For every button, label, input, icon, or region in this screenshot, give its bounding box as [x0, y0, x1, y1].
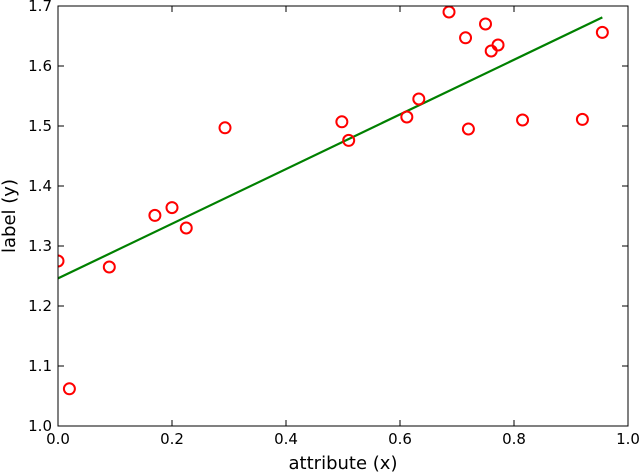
data-point — [335, 115, 349, 129]
plot-frame — [57, 5, 629, 427]
y-tick-label: 1.0 — [28, 417, 52, 435]
y-axis-label: label (y) — [0, 179, 20, 253]
data-point — [179, 221, 193, 235]
data-point — [575, 112, 589, 126]
y-tick-label: 1.7 — [28, 0, 52, 15]
y-tick-label: 1.6 — [28, 57, 52, 75]
data-point — [148, 208, 162, 222]
data-point — [491, 38, 505, 52]
x-tick-label: 0.6 — [388, 430, 412, 448]
x-axis-label: attribute (x) — [289, 453, 398, 472]
data-point — [218, 121, 232, 135]
data-point — [58, 254, 65, 268]
data-point — [461, 122, 475, 136]
data-layer — [58, 6, 609, 396]
y-tick-label: 1.3 — [28, 237, 52, 255]
x-tick-label: 0.0 — [46, 430, 70, 448]
y-tick-label: 1.4 — [28, 177, 52, 195]
plot-background — [58, 6, 628, 426]
y-tick-label: 1.2 — [28, 297, 52, 315]
data-point — [102, 260, 116, 274]
fit-line — [58, 16, 603, 280]
data-point — [479, 17, 492, 31]
data-point — [595, 25, 609, 39]
x-tick-label: 1.0 — [616, 430, 640, 448]
axis-ticks: 0.0 0.2 0.4 0.6 0.8 1.0 1.0 1.1 1.2 1.3 1.4 1.5 1.6 1… — [28, 0, 640, 448]
x-tick-label: 0.4 — [274, 430, 298, 448]
y-tick-label: 1.5 — [28, 117, 52, 135]
data-point — [459, 31, 473, 45]
data-point — [516, 113, 530, 127]
data-point — [62, 382, 76, 396]
x-tick-label: 0.2 — [160, 430, 184, 448]
y-tick-label: 1.1 — [28, 357, 52, 375]
data-point — [342, 133, 356, 147]
data-point — [412, 92, 426, 106]
x-tick-label: 0.8 — [502, 430, 526, 448]
data-point — [165, 201, 179, 215]
data-point — [400, 110, 414, 124]
